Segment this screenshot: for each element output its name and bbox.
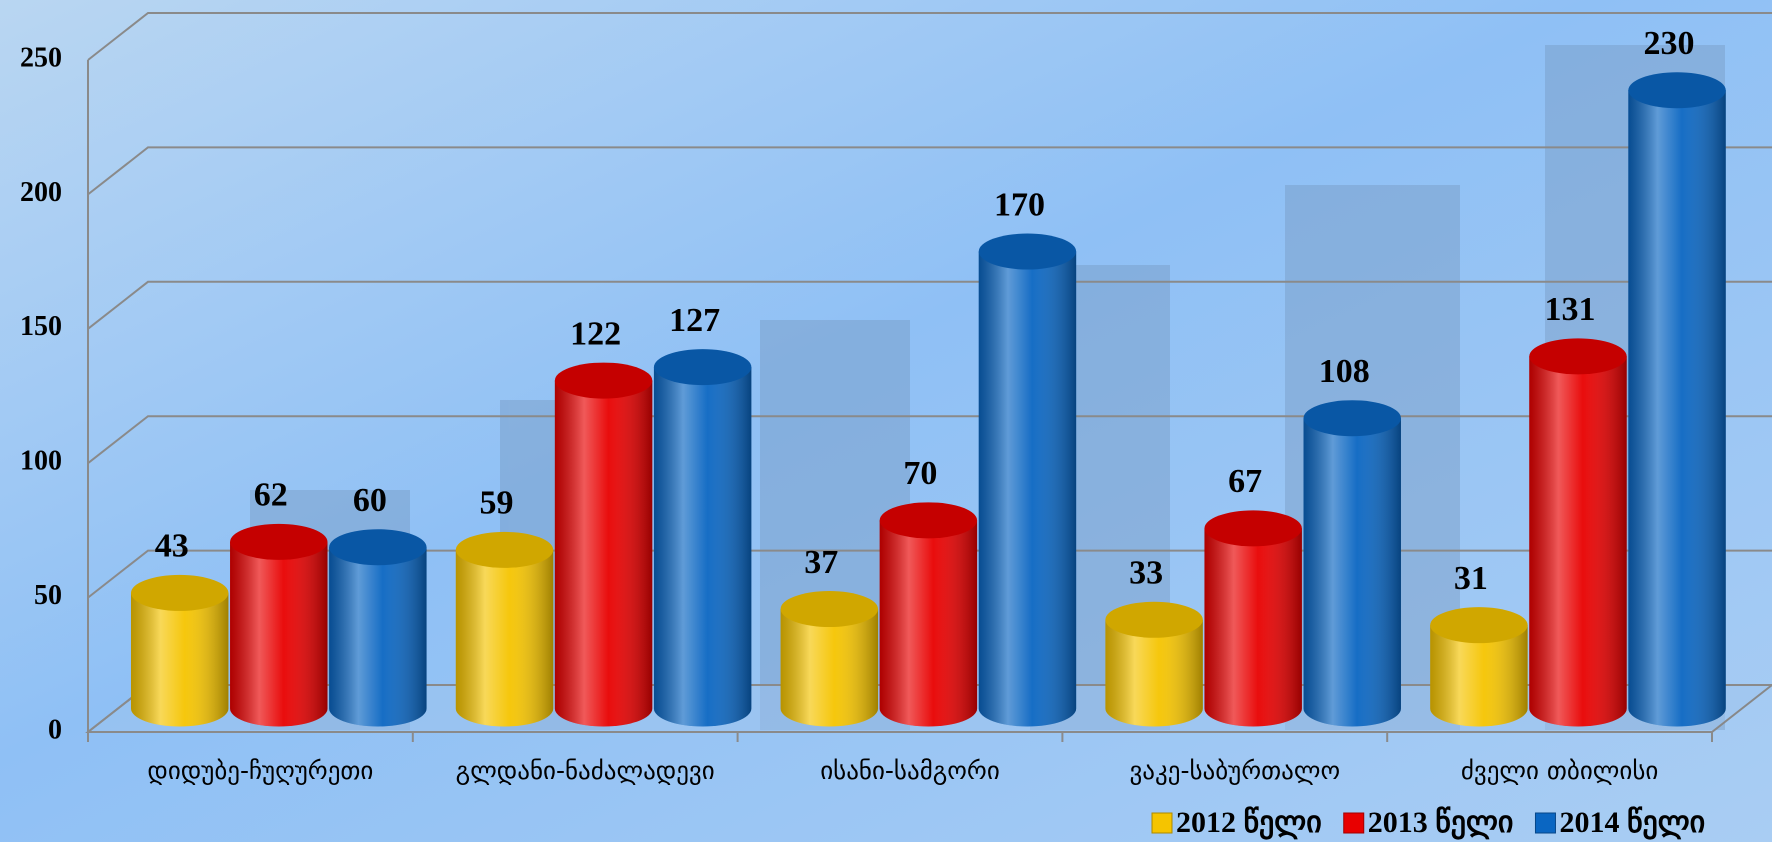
cylinder — [1105, 601, 1203, 727]
cylinder-top — [1529, 338, 1627, 375]
cylinder-top — [1430, 607, 1528, 644]
cylinder-shade — [653, 367, 752, 727]
cylinder-top — [1105, 601, 1203, 638]
cylinder-shade — [130, 592, 229, 727]
data-label: 59 — [480, 485, 514, 522]
cylinder-top — [329, 529, 427, 566]
cylinder — [780, 591, 879, 727]
data-label: 70 — [903, 455, 937, 492]
cylinder-top — [1628, 72, 1726, 109]
y-tick-label: 50 — [34, 580, 62, 611]
x-tick-label: ისანი-სამგორი — [820, 756, 1000, 785]
cylinder-shade — [1628, 90, 1726, 727]
data-label: 127 — [669, 302, 720, 339]
legend-swatch — [1534, 812, 1556, 834]
cylinder-top — [230, 523, 328, 560]
x-tick-label: გლდანი-ნაძალადევი — [456, 756, 715, 785]
y-tick-label: 200 — [20, 177, 62, 208]
y-tick-label: 100 — [20, 446, 62, 477]
cylinder — [1430, 607, 1528, 727]
cylinder-top — [978, 233, 1077, 270]
data-label: 62 — [254, 477, 288, 514]
x-tick-label: დიდუბე-ჩუღურეთი — [147, 756, 373, 785]
data-label: 131 — [1544, 291, 1595, 328]
data-label: 60 — [353, 482, 387, 519]
cylinder-shade — [1303, 418, 1401, 727]
cylinder — [329, 529, 427, 727]
cylinder-shade — [230, 541, 328, 727]
grid-line — [87, 415, 1772, 464]
cylinder-shade — [1204, 528, 1302, 727]
legend-label: 2014 წელი — [1559, 806, 1705, 840]
cylinder — [230, 523, 328, 727]
cylinder-top — [780, 591, 879, 628]
legend-swatch — [1151, 812, 1173, 834]
data-label: 31 — [1454, 560, 1488, 597]
x-tick-label: ვაკე-საბურთალო — [1129, 756, 1340, 785]
legend-label: 2013 წელი — [1368, 806, 1514, 840]
cylinder — [455, 531, 554, 727]
y-tick-label: 150 — [20, 311, 62, 342]
cylinder-shade — [978, 251, 1077, 727]
cylinder-shade — [780, 609, 879, 727]
cylinder — [653, 349, 752, 727]
data-label: 230 — [1644, 25, 1695, 62]
cylinder-top — [1303, 400, 1401, 437]
data-label: 170 — [994, 186, 1045, 223]
data-label: 37 — [804, 544, 838, 581]
cylinder-top — [879, 502, 978, 539]
data-label: 43 — [155, 528, 189, 565]
cylinder-shade — [879, 520, 978, 727]
cylinder — [978, 233, 1077, 727]
cylinder — [554, 362, 653, 727]
grid-line — [87, 280, 1772, 330]
cylinder-top — [653, 349, 752, 386]
cylinder-shade — [1529, 356, 1627, 727]
legend-swatch — [1343, 812, 1365, 834]
grid-line — [87, 146, 1772, 196]
cylinder — [1303, 400, 1401, 727]
cylinder-top — [455, 531, 554, 568]
data-label: 33 — [1129, 555, 1163, 592]
grid-line — [87, 12, 1772, 61]
x-tick-label: ძველი თბილისი — [1461, 756, 1659, 785]
legend-label: 2012 წელი — [1176, 806, 1322, 840]
data-label: 108 — [1319, 353, 1370, 390]
cylinder-top — [554, 362, 653, 399]
cylinder-shade — [455, 549, 554, 727]
data-label: 67 — [1228, 463, 1262, 500]
cylinder-shade — [1430, 625, 1528, 727]
cylinder — [130, 574, 229, 727]
cylinder — [879, 502, 978, 727]
cylinder — [1204, 510, 1302, 727]
cylinder — [1628, 72, 1726, 727]
cylinder — [1529, 338, 1627, 727]
cylinder-shade — [329, 547, 427, 727]
cylinder-shade — [554, 380, 653, 727]
cylinder-shade — [1105, 619, 1203, 727]
data-label: 122 — [570, 315, 621, 352]
y-tick-label: 250 — [20, 42, 62, 73]
y-tick-label: 0 — [48, 714, 62, 745]
cylinder-top — [1204, 510, 1302, 547]
cylinder-top — [130, 574, 229, 611]
